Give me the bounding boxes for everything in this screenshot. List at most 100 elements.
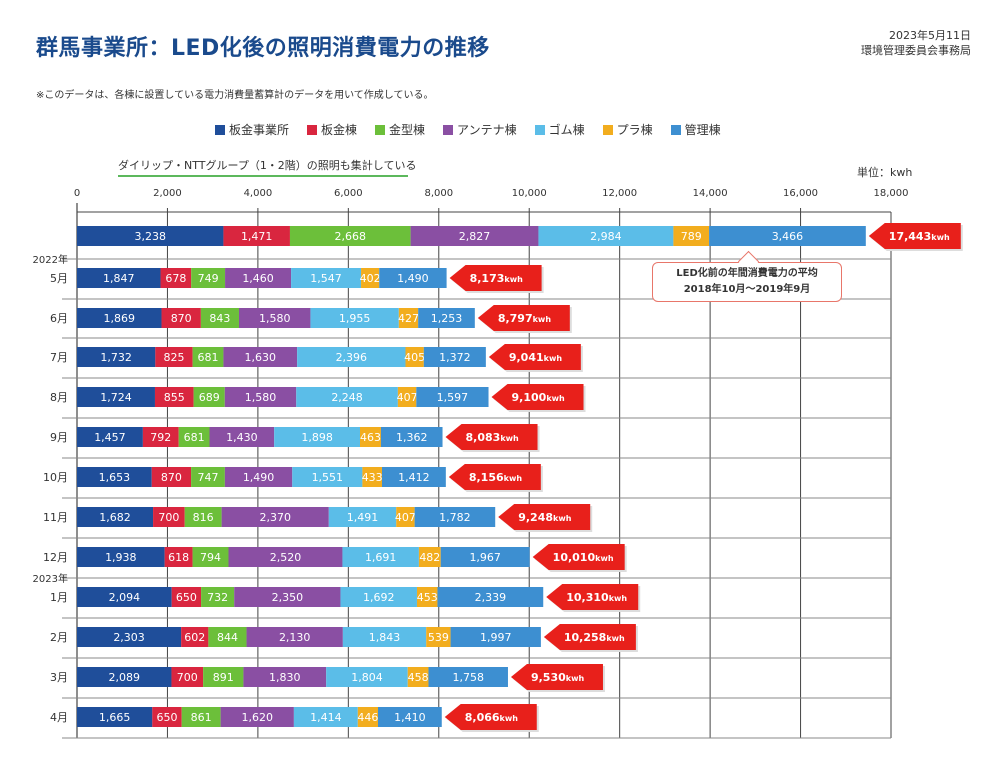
segment-label: 2,130 (279, 631, 311, 644)
total-label: 9,041kwh (509, 351, 563, 364)
bar-segment (410, 226, 539, 246)
segment-label: 1,490 (397, 272, 429, 285)
bar-segment (221, 507, 329, 527)
segment-label: 1,997 (480, 631, 512, 644)
segment-label: 2,370 (259, 511, 291, 524)
legend-swatch (375, 124, 386, 135)
bar-segment (228, 547, 343, 567)
segment-label: 1,460 (242, 272, 274, 285)
bar-segment (192, 547, 229, 567)
callout-line-2: 2018年10月〜2019年9月 (683, 284, 811, 295)
segment-label: 689 (199, 391, 220, 404)
bar-segment (292, 467, 363, 487)
segment-label: 789 (681, 230, 702, 243)
segment-label: 1,471 (241, 230, 273, 243)
segment-label: 1,362 (396, 431, 428, 444)
bar-segment (171, 587, 202, 607)
segment-label: 427 (398, 312, 419, 325)
segment-label: 2,520 (270, 551, 302, 564)
segment-label: 1,898 (301, 431, 333, 444)
segment-label: 3,466 (772, 230, 804, 243)
total-arrow (498, 504, 591, 530)
category-label: 10月 (43, 471, 68, 484)
legend-item: プラ棟 (602, 121, 653, 138)
segment-label: 794 (200, 551, 221, 564)
segment-label: 870 (161, 471, 182, 484)
bar-segment (397, 387, 417, 407)
bar-segment (152, 707, 182, 727)
segment-label: 458 (408, 671, 429, 684)
bar-segment (361, 268, 380, 288)
bar-segment (418, 547, 441, 567)
bar-segment (208, 627, 247, 647)
total-arrow (444, 704, 537, 730)
bar-segment (437, 587, 544, 607)
category-label: 7月 (50, 351, 68, 364)
bar-segment (416, 587, 438, 607)
legend-item: 金型棟 (375, 121, 425, 138)
segment-label: 855 (164, 391, 185, 404)
category-label: 4月 (50, 711, 68, 724)
bar-segment (142, 427, 179, 447)
legend-label: 管理棟 (684, 123, 721, 137)
bar-segment (362, 467, 382, 487)
data-source-note: ※このデータは、各棟に設置している電力消費量蓄算計のデータを用いて作成している。 (36, 90, 434, 101)
segment-label: 1,682 (99, 511, 131, 524)
total-label: 8,066kwh (465, 711, 519, 724)
bar-segment (77, 507, 154, 527)
segment-label: 700 (177, 671, 198, 684)
segment-label: 1,410 (394, 711, 426, 724)
total-label: 8,797kwh (498, 312, 552, 325)
segment-label: 1,491 (347, 511, 379, 524)
total-label: 8,156kwh (469, 471, 523, 484)
segment-label: 446 (357, 711, 378, 724)
segment-label: 678 (165, 272, 186, 285)
x-tick-label: 4,000 (244, 188, 273, 199)
bar-segment (155, 347, 193, 367)
bar-segment (340, 587, 417, 607)
bar-segment (223, 226, 290, 246)
bar-segment (77, 627, 182, 647)
segment-label: 463 (360, 431, 381, 444)
bar-segment (77, 667, 172, 687)
total-arrow (868, 223, 961, 249)
total-arrow (448, 464, 541, 490)
bar-segment (184, 507, 222, 527)
bar-segment (326, 667, 408, 687)
total-label: 9,248kwh (518, 511, 572, 524)
bar-segment (153, 507, 185, 527)
legend-label: 金型棟 (389, 123, 426, 137)
issue-date: 2023年5月11日 (889, 29, 971, 42)
legend-item: 板金棟 (307, 121, 357, 138)
segment-label: 1,692 (363, 591, 395, 604)
x-tick-label: 18,000 (874, 188, 909, 199)
category-label: 6月 (50, 312, 68, 325)
total-label: 9,100kwh (512, 391, 566, 404)
bar-segment (405, 347, 424, 367)
bar-segment (416, 387, 489, 407)
x-tick-label: 2,000 (153, 188, 182, 199)
legend-label: アンテナ棟 (457, 123, 517, 137)
bar-segment (538, 226, 674, 246)
unit-label: 単位：kwh (857, 166, 913, 179)
legend-swatch (215, 124, 225, 135)
x-tick-label: 8,000 (424, 188, 453, 199)
segment-label: 2,339 (475, 591, 507, 604)
year-label: 2023年 (33, 572, 68, 585)
segment-label: 732 (207, 591, 228, 604)
segment-label: 1,412 (398, 471, 430, 484)
segment-label: 650 (156, 711, 177, 724)
x-tick-label: 10,000 (512, 188, 547, 199)
segment-label: 2,984 (590, 230, 622, 243)
bar-segment (193, 387, 225, 407)
total-label: 8,173kwh (470, 272, 524, 285)
bar-segment (414, 507, 496, 527)
category-label: 2月 (50, 631, 68, 644)
total-label: 17,443kwh (889, 230, 950, 243)
bar-segment (296, 387, 398, 407)
total-label: 10,310kwh (566, 591, 627, 604)
segment-label: 602 (184, 631, 205, 644)
segment-label: 1,967 (469, 551, 501, 564)
bar-segment (77, 308, 162, 328)
